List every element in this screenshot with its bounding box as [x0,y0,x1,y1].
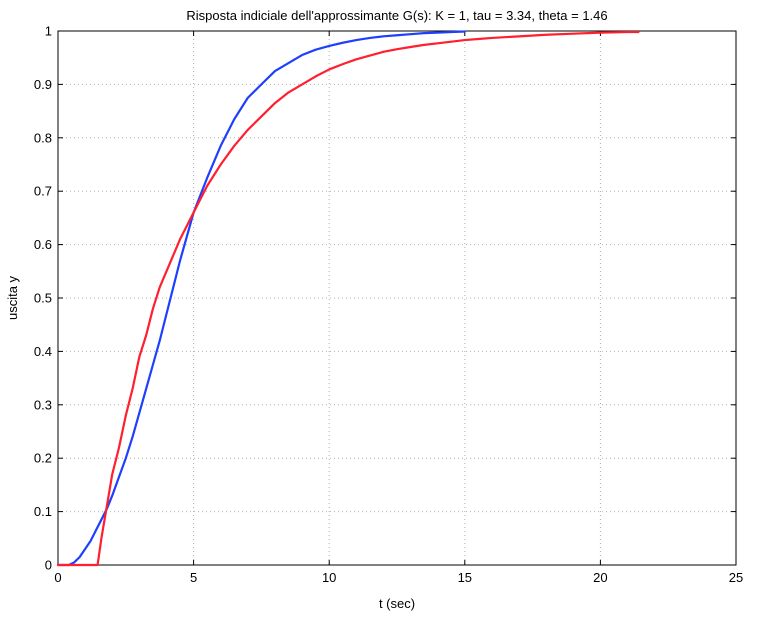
x-tick-label: 5 [190,570,197,585]
y-tick-label: 0 [45,558,52,573]
series-line-2 [56,30,640,567]
x-tick-label: 15 [458,570,472,585]
series-lines [56,30,640,567]
x-tick-label: 0 [54,570,61,585]
x-axis-label: t (sec) [379,596,415,611]
y-tick-label: 0.2 [34,451,52,466]
y-tick-label: 0.4 [34,344,52,359]
x-tick-label: 25 [729,570,743,585]
y-tick-label: 0.3 [34,397,52,412]
y-tick-label: 0.7 [34,184,52,199]
y-tick-label: 0.8 [34,130,52,145]
y-tick-label: 1 [45,24,52,39]
x-tick-label: 10 [322,570,336,585]
y-tick-label: 0.6 [34,237,52,252]
series-line-1 [56,30,466,567]
x-tick-label: 20 [593,570,607,585]
y-axis-label: uscita y [5,275,20,320]
y-tick-label: 0.1 [34,504,52,519]
y-tick-label: 0.5 [34,291,52,306]
axis-ticks: 0 5 10 15 20 25 0 0.1 0.2 0.3 0.4 0.5 0.6 0.7 0.8 0.9 1 [34,24,743,586]
chart-title: Risposta indiciale dell'approssimante G(… [186,8,607,23]
y-tick-label: 0.9 [34,77,52,92]
grid [58,31,736,565]
